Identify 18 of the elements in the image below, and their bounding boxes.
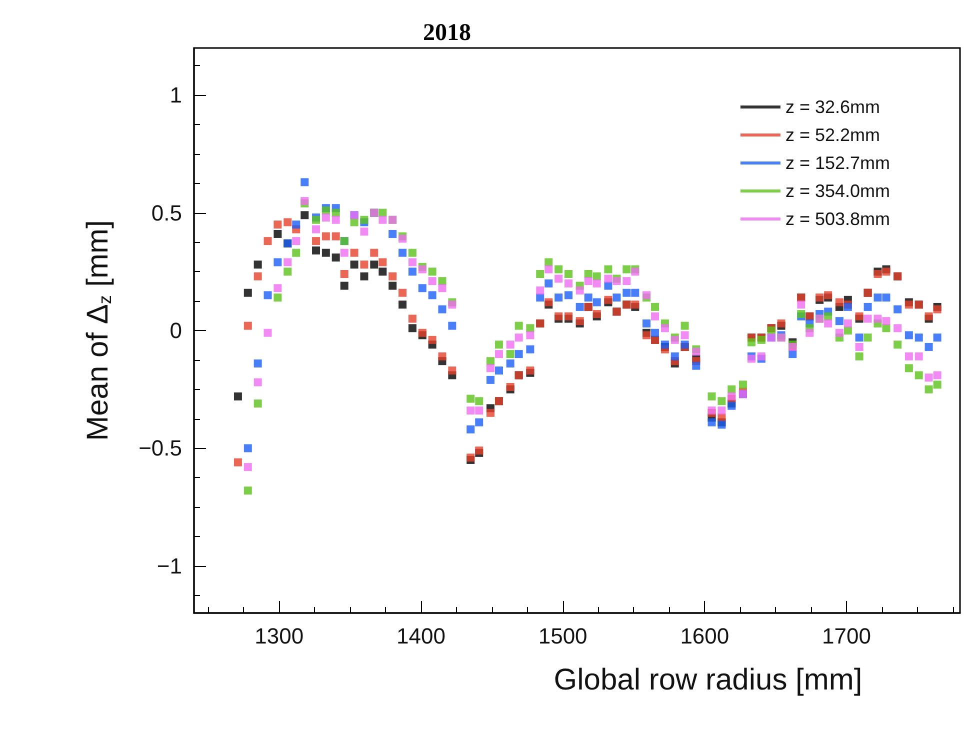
- chart-title: 2018: [423, 20, 471, 46]
- y-tick-label: 0.5: [151, 200, 182, 226]
- x-tick-label: 1700: [822, 624, 871, 648]
- legend-label: z = 503.8mm: [785, 209, 890, 229]
- x-tick-label: 1500: [538, 624, 588, 648]
- x-tick-label: 1300: [254, 624, 304, 648]
- legend-label: z = 354.0mm: [785, 181, 890, 201]
- legend-label: z = 52.2mm: [785, 125, 880, 145]
- legend-label: z = 152.7mm: [785, 153, 890, 173]
- x-tick-label: 1400: [396, 624, 446, 648]
- y-axis-title: Mean of Δz [mm]: [82, 220, 115, 441]
- x-axis-title: Global row radius [mm]: [554, 664, 862, 696]
- y-tick-label: −1: [156, 553, 182, 578]
- y-tick-label: 1: [170, 82, 182, 108]
- x-tick-label: 1600: [680, 624, 730, 648]
- legend-label: z = 32.6mm: [785, 97, 880, 117]
- y-tick-label: −0.5: [138, 436, 182, 461]
- y-tick-label: 0: [170, 318, 182, 343]
